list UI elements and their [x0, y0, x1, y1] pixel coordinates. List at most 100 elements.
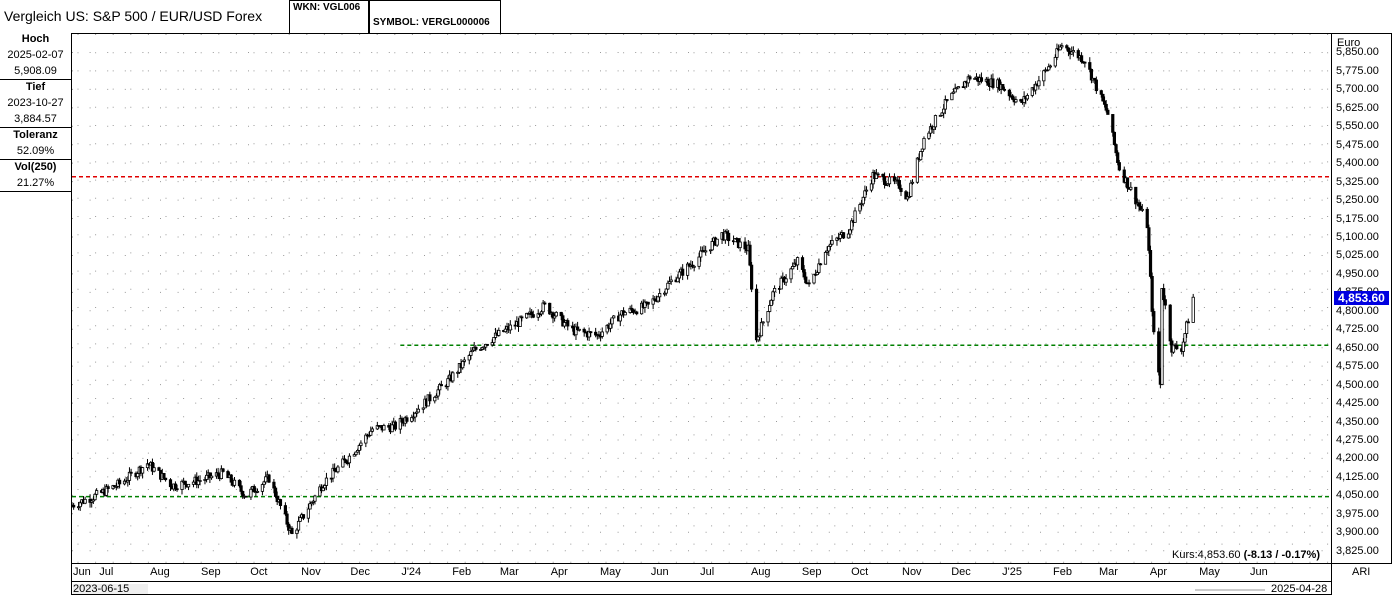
scrollbar-thumb-right[interactable] — [1195, 589, 1265, 591]
candle-body — [953, 87, 957, 93]
candle-body — [347, 455, 352, 464]
candle-body — [858, 204, 862, 212]
candle-body — [272, 481, 276, 489]
candle-body — [474, 346, 478, 350]
time-scrollbar[interactable] — [71, 582, 1332, 595]
candle-body — [861, 196, 865, 205]
candle-body — [1168, 304, 1172, 342]
candle-body — [439, 384, 443, 387]
candle-body — [576, 326, 580, 331]
candle-body — [669, 279, 673, 283]
candle-body — [715, 238, 719, 246]
candle-body — [1111, 114, 1115, 133]
candle-body — [451, 372, 455, 382]
candle-body — [163, 477, 168, 481]
candle-body — [738, 241, 742, 249]
candle-body — [1055, 48, 1059, 58]
candle-body — [562, 322, 567, 327]
x-tick-label: Oct — [250, 566, 268, 578]
wkn-box: WKN: VGL006 — [289, 0, 369, 34]
candle-body — [336, 466, 340, 473]
candle-body — [882, 176, 887, 185]
y-tick-label: 5,775.00 — [1336, 64, 1379, 77]
candle-body — [789, 268, 793, 280]
y-tick-label: 5,625.00 — [1336, 101, 1379, 114]
candle-body — [324, 477, 329, 486]
candle-body — [1162, 288, 1166, 301]
y-tick-label: 5,100.00 — [1336, 230, 1379, 243]
y-tick-label: 4,725.00 — [1336, 323, 1379, 336]
x-tick-label: May — [599, 566, 621, 578]
candle-body — [359, 442, 363, 446]
candle-body — [1129, 186, 1133, 190]
candle-body — [1185, 321, 1189, 335]
candle-body — [1060, 45, 1064, 48]
y-tick-label: 4,800.00 — [1336, 304, 1379, 317]
candle-body — [864, 189, 869, 192]
candle-body — [136, 473, 140, 478]
plot-area[interactable] — [71, 33, 1332, 564]
candle-body — [710, 241, 714, 251]
candle-body — [541, 302, 545, 313]
y-tick-label: 3,900.00 — [1336, 526, 1379, 539]
candle-body — [400, 418, 404, 423]
chart-title: Vergleich US: S&P 500 / EUR/USD Forex — [4, 8, 263, 24]
stat-label-vol: Vol(250) — [0, 159, 71, 175]
ari-label[interactable]: ARI — [1352, 566, 1371, 578]
candle-body — [922, 137, 926, 150]
candle-body — [1007, 89, 1011, 97]
candle-body — [209, 475, 214, 479]
candle-body — [612, 315, 616, 319]
kurs-text: Kurs:4,853.60 — [1172, 549, 1244, 561]
candle-body — [927, 132, 931, 139]
candle-body — [301, 514, 306, 519]
candle-body — [244, 495, 248, 498]
last-price-tag: 4,853.60 — [1334, 290, 1389, 305]
candle-body — [1001, 84, 1005, 90]
candle-body — [1048, 65, 1052, 68]
candle-body — [853, 210, 857, 223]
candle-body — [1025, 95, 1030, 100]
candle-body — [543, 302, 547, 305]
x-tick-label: Dec — [951, 566, 971, 578]
candle-body — [919, 151, 923, 161]
candle-body — [658, 293, 662, 298]
candle-body — [306, 508, 310, 519]
scrollbar-thumb-left[interactable] — [73, 584, 148, 594]
candle-body — [1083, 61, 1087, 64]
x-axis-panel — [71, 564, 1332, 582]
candle-body — [589, 331, 593, 334]
candle-body — [1089, 68, 1094, 81]
candle-body — [646, 301, 650, 305]
candle-body — [772, 287, 777, 293]
candle-body — [897, 180, 901, 189]
candle-body — [313, 495, 317, 502]
x-tick-label: Sep — [201, 566, 221, 578]
candle-body — [1114, 144, 1118, 154]
candle-body — [1134, 186, 1138, 205]
stat-vol-value: 21.27% — [16, 177, 55, 189]
stat-hoch-date: 2025-02-07 — [7, 49, 64, 61]
candle-body — [331, 467, 335, 479]
candle-body — [600, 331, 604, 337]
candle-body — [341, 458, 345, 468]
candle-body — [800, 257, 805, 270]
x-tick-label: J'25 — [1002, 566, 1022, 578]
candle-body — [433, 396, 437, 402]
candle-body — [438, 384, 442, 391]
candle-body — [1186, 321, 1190, 324]
candle-body — [173, 483, 178, 490]
candle-body — [157, 467, 161, 471]
candle-body — [791, 266, 795, 270]
candle-body — [436, 389, 440, 397]
stat-label-tief: Tief — [0, 79, 71, 95]
y-tick-label: 3,825.00 — [1336, 544, 1379, 557]
candle-body — [846, 233, 851, 239]
stat-toleranz-value: 52.09% — [16, 145, 55, 157]
candle-body — [508, 324, 512, 331]
candle-body — [1014, 99, 1018, 103]
candle-body — [582, 328, 586, 333]
candle-body — [232, 479, 237, 486]
y-tick-label: 4,275.00 — [1336, 433, 1379, 446]
y-axis-panel — [1332, 33, 1392, 564]
